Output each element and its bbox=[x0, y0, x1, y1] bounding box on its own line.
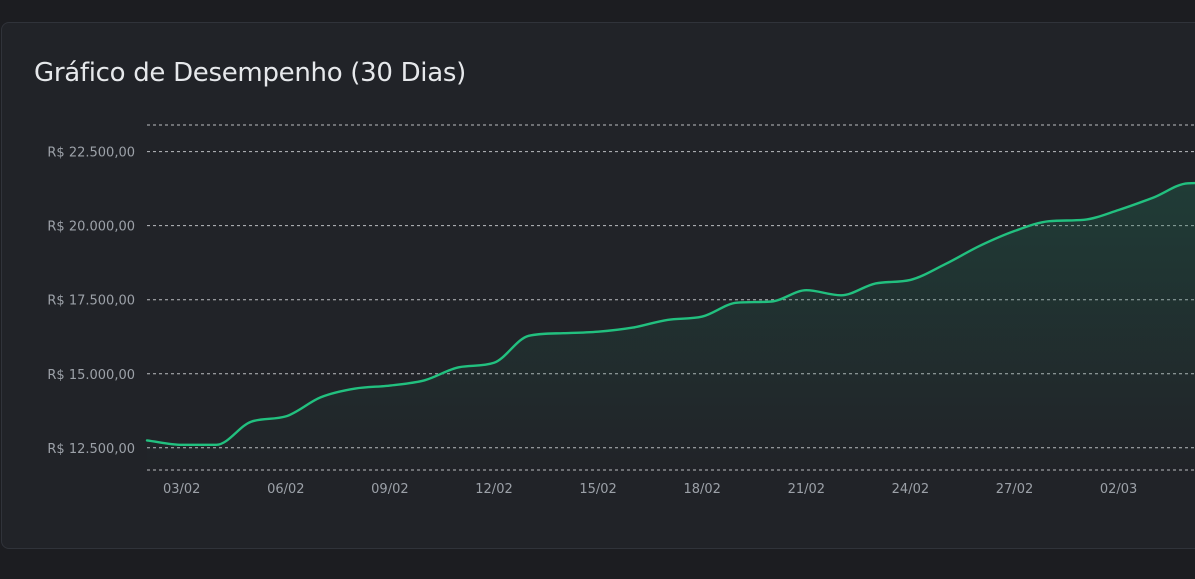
series-line bbox=[145, 181, 1195, 447]
x-tick-label: 18/02 bbox=[683, 482, 720, 497]
x-tick-label: 27/02 bbox=[996, 482, 1033, 497]
y-tick-label: R$ 22.500,00 bbox=[47, 146, 135, 161]
x-tick-label: 06/02 bbox=[267, 482, 304, 497]
x-tick-label: 21/02 bbox=[788, 482, 825, 497]
chart-title: Gráfico de Desempenho (30 Dias) bbox=[34, 58, 466, 88]
x-tick-label: 12/02 bbox=[475, 482, 512, 497]
series-group bbox=[145, 181, 1195, 470]
y-tick-label: R$ 15.000,00 bbox=[47, 368, 135, 383]
x-tick-label: 15/02 bbox=[579, 482, 616, 497]
y-tick-label: R$ 20.000,00 bbox=[47, 220, 135, 235]
x-tick-label: 24/02 bbox=[892, 482, 929, 497]
series-area bbox=[147, 183, 1195, 470]
y-tick-label: R$ 12.500,00 bbox=[47, 442, 135, 457]
x-tick-label: 03/02 bbox=[163, 482, 200, 497]
x-axis-ticks: 03/02 06/02 09/02 12/02 15/02 18/02 21/02 24/02… bbox=[163, 482, 1137, 497]
y-tick-label: R$ 17.500,00 bbox=[47, 294, 135, 309]
x-tick-label: 02/03 bbox=[1100, 482, 1137, 497]
y-axis-ticks: R$ 12.500,00 R$ 15.000,00 R$ 17.500,00 R$ 2… bbox=[47, 146, 135, 457]
x-tick-label: 09/02 bbox=[371, 482, 408, 497]
